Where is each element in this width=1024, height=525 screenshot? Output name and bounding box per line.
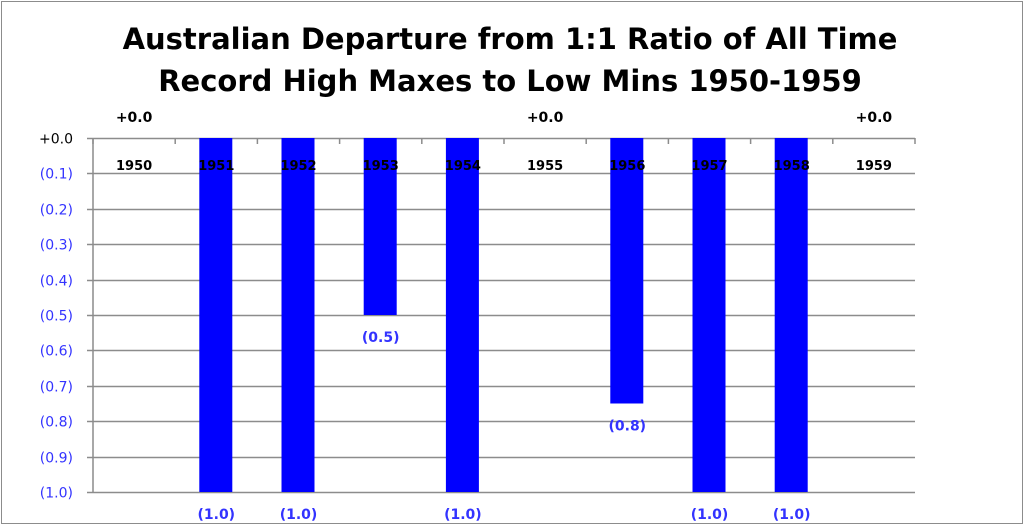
x-category-label: 1952 [280, 159, 316, 174]
bar-1952 [281, 138, 315, 492]
y-tick-label: (0.5) [40, 309, 73, 325]
data-label-1959: +0.0 [856, 110, 893, 126]
data-label-1951: (1.0) [197, 507, 235, 523]
y-tick-label: (0.9) [40, 451, 73, 467]
bar-1958 [774, 138, 808, 492]
y-tick-label: (0.4) [40, 274, 73, 290]
data-label-1958: (1.0) [773, 507, 811, 523]
y-tick-label: (0.8) [40, 415, 73, 431]
bar-1953 [363, 138, 397, 315]
bar-1956 [610, 138, 644, 404]
y-tick-label: (0.1) [40, 167, 73, 183]
bar-1951 [199, 138, 233, 492]
data-label-1952: (1.0) [280, 507, 318, 523]
data-label-1954: (1.0) [444, 507, 482, 523]
y-tick-label: (0.3) [40, 238, 73, 254]
y-tick-label: (0.6) [40, 344, 73, 360]
bar-1954 [445, 138, 479, 492]
chart-title: Australian Departure from 1:1 Ratio of A… [0, 18, 1020, 102]
chart-title-line-1: Australian Departure from 1:1 Ratio of A… [122, 22, 898, 56]
data-label-1953: (0.5) [362, 330, 400, 346]
x-category-label: 1956 [609, 159, 645, 174]
data-label-1956: (0.8) [608, 419, 646, 435]
x-category-label: 1954 [445, 159, 481, 174]
y-tick-label: +0.0 [39, 132, 73, 148]
x-category-label: 1950 [116, 159, 152, 174]
bar-1957 [692, 138, 726, 492]
x-category-label: 1959 [856, 159, 892, 174]
x-category-label: 1951 [198, 159, 234, 174]
x-category-label: 1953 [363, 159, 399, 174]
y-tick-label: (0.2) [40, 203, 73, 219]
data-label-1950: +0.0 [116, 110, 153, 126]
x-category-label: 1957 [691, 159, 727, 174]
y-tick-label: (1.0) [40, 486, 73, 502]
chart-title-line-2: Record High Maxes to Low Mins 1950-1959 [158, 64, 862, 98]
x-category-label: 1955 [527, 159, 563, 174]
y-tick-label: (0.7) [40, 380, 73, 396]
x-category-label: 1958 [774, 159, 810, 174]
data-label-1955: +0.0 [527, 110, 564, 126]
data-label-1957: (1.0) [691, 507, 729, 523]
